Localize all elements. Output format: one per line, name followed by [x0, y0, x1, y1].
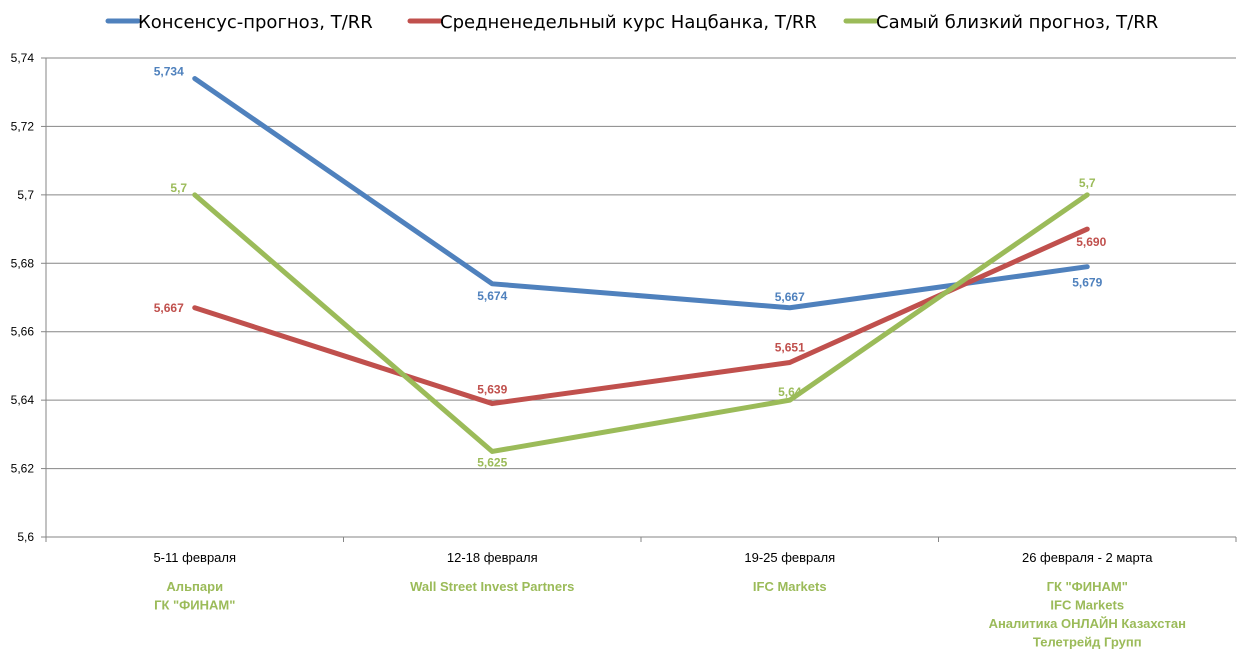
- series-lines: [192, 76, 1090, 454]
- series-line-3: [192, 192, 1090, 454]
- y-tick-label: 5,62: [11, 462, 35, 476]
- y-axis-tick-labels: 5,6 5,62 5,64 5,66 5,68 5,7 5,72 5,74: [11, 51, 35, 544]
- series-line-2: [192, 226, 1090, 407]
- forecaster-name: ГК "ФИНАМ": [1047, 579, 1128, 594]
- x-tick-label: 19-25 февраля: [744, 550, 835, 565]
- data-label: 5,679: [1072, 276, 1102, 290]
- forecaster-name: Телетрейд Групп: [1033, 635, 1142, 650]
- data-label: 5,734: [154, 65, 184, 79]
- x-tick-label: 12-18 февраля: [447, 550, 538, 565]
- data-label: 5,690: [1076, 235, 1106, 249]
- data-label: 5,667: [154, 301, 184, 315]
- data-label: 5,667: [775, 290, 805, 304]
- x-tick-label: 26 февраля - 2 марта: [1022, 550, 1153, 565]
- forecaster-name: Альпари: [166, 579, 223, 594]
- legend-label: Средненедельный курс Нацбанка, T/RR: [440, 12, 817, 33]
- data-label: 5,639: [477, 383, 507, 397]
- data-label: 5,64: [778, 385, 802, 399]
- forecaster-name: Аналитика ОНЛАЙН Казахстан: [989, 616, 1186, 631]
- data-label: 5,7: [1079, 176, 1096, 190]
- y-tick-label: 5,64: [11, 393, 35, 407]
- forecaster-name: IFC Markets: [753, 579, 827, 594]
- legend-label: Консенсус-прогноз, T/RR: [138, 12, 373, 33]
- y-tick-label: 5,7: [17, 188, 34, 202]
- data-label: 5,625: [477, 455, 507, 469]
- legend: Консенсус-прогноз, T/RR Средненедельный к…: [105, 12, 1158, 33]
- data-label: 5,674: [477, 289, 507, 303]
- forecaster-name: Wall Street Invest Partners: [410, 579, 574, 594]
- data-labels: 5,734 5,674 5,667 5,679 5,667 5,639 5,651 5,690…: [154, 65, 1107, 470]
- forecaster-name: IFC Markets: [1050, 598, 1124, 613]
- data-label: 5,7: [170, 181, 187, 195]
- gridlines: [41, 57, 1236, 538]
- y-tick-label: 5,72: [11, 119, 35, 133]
- forecaster-names: Альпари ГК "ФИНАМ" Wall Street Invest Part…: [154, 579, 1186, 650]
- y-tick-label: 5,68: [11, 256, 35, 270]
- forecaster-name: ГК "ФИНАМ": [154, 598, 235, 613]
- y-tick-label: 5,74: [11, 51, 35, 65]
- x-tick-label: 5-11 февраля: [153, 550, 236, 565]
- series-line-1: [192, 76, 1090, 311]
- y-tick-label: 5,6: [17, 530, 34, 544]
- x-axis-tick-labels: 5-11 февраля 12-18 февраля 19-25 февраля 26…: [153, 550, 1153, 565]
- data-label: 5,651: [775, 341, 805, 355]
- y-tick-label: 5,66: [11, 325, 35, 339]
- axes: [45, 58, 1237, 542]
- legend-label: Самый близкий прогноз, T/RR: [876, 12, 1158, 33]
